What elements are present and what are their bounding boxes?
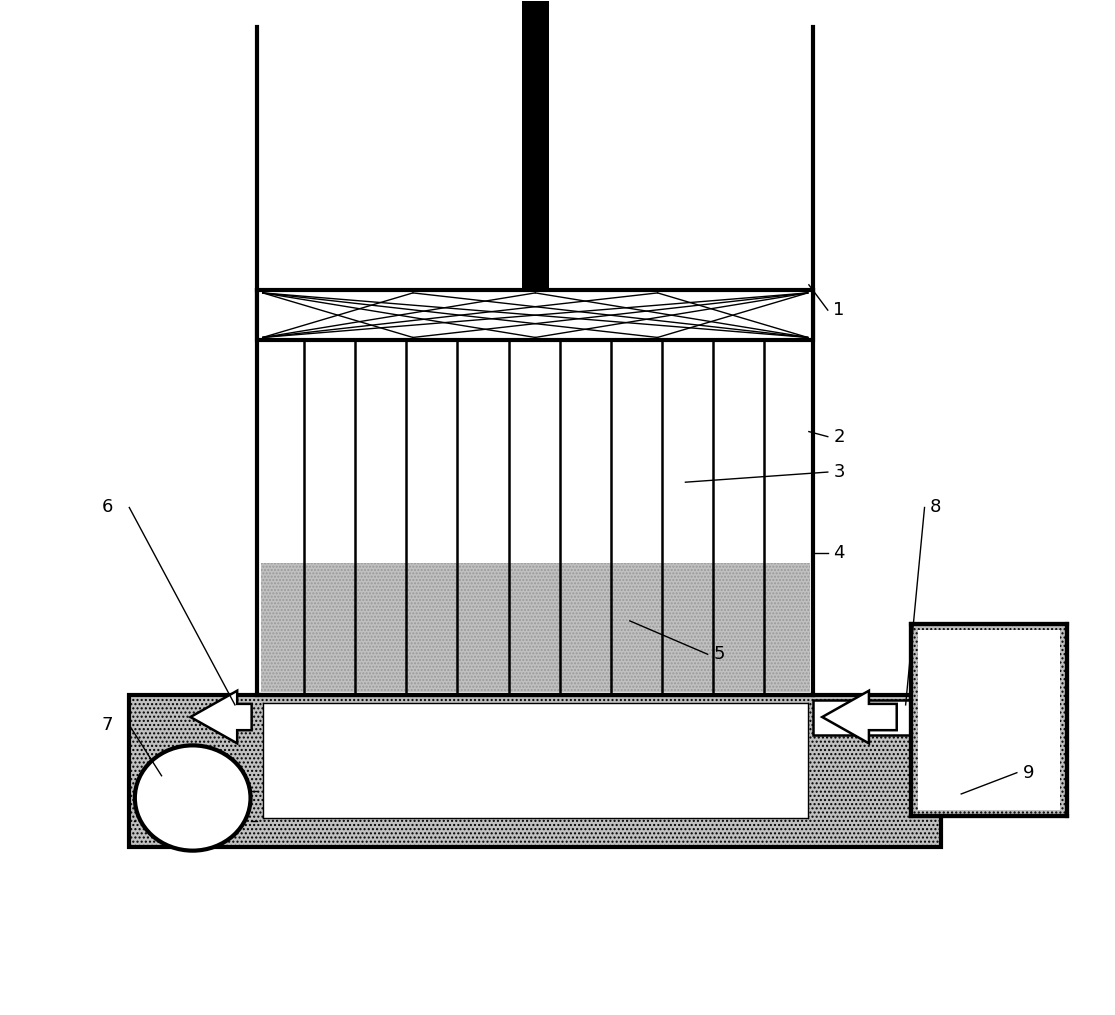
Text: 1: 1 (833, 301, 845, 319)
Text: 7: 7 (101, 717, 113, 734)
FancyArrow shape (822, 691, 896, 743)
Text: 2: 2 (833, 427, 845, 446)
Text: 5: 5 (714, 646, 725, 663)
Text: 6: 6 (101, 498, 113, 517)
FancyArrow shape (191, 691, 252, 743)
Text: 9: 9 (1022, 763, 1034, 782)
Text: 3: 3 (833, 463, 845, 481)
Bar (522, 1, 549, 290)
Circle shape (135, 745, 251, 851)
Text: 8: 8 (930, 498, 941, 517)
Bar (918, 630, 1060, 810)
Bar (813, 699, 911, 735)
Bar (261, 563, 809, 692)
Bar (129, 694, 941, 847)
Bar (258, 290, 813, 340)
Bar (911, 624, 1067, 816)
Bar (263, 702, 807, 818)
Text: 4: 4 (833, 544, 845, 562)
